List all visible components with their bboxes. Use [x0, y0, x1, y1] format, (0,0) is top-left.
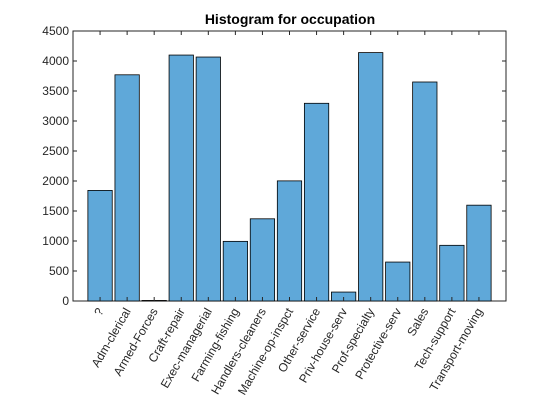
- bar-machine-op-inspct: [276, 180, 303, 302]
- bar-other-service: [303, 102, 330, 302]
- y-tick-label: 3000: [42, 114, 69, 128]
- bar-transport-moving: [466, 204, 492, 302]
- bar-adm-clerical: [114, 74, 140, 302]
- y-tick-label: 3500: [42, 84, 69, 98]
- bar-handlers-cleaners: [249, 218, 276, 302]
- y-tick-label: 4500: [42, 24, 69, 38]
- y-tick-label: 0: [62, 294, 69, 308]
- bar-exec-managerial: [195, 56, 221, 302]
- bar-unknown: [87, 190, 113, 302]
- x-tick-label: ?: [91, 305, 107, 318]
- y-tick-label: 2500: [42, 144, 69, 158]
- y-tick-label: 4000: [42, 54, 69, 68]
- y-axis-ticks: 0 500 1000 1500 2000 2500 3000 3500 4000 4500: [42, 24, 506, 308]
- bar-craft-repair: [168, 54, 194, 302]
- bar-protective-serv: [385, 261, 411, 302]
- y-tick-label: 1000: [42, 234, 69, 248]
- bar-tech-support: [439, 244, 465, 302]
- y-tick-label: 500: [49, 264, 69, 278]
- chart-title: Histogram for occupation: [205, 11, 375, 27]
- bars-group: [87, 52, 492, 302]
- bar-prof-specialty: [358, 52, 384, 302]
- bar-sales: [412, 81, 438, 302]
- y-tick-label: 2000: [42, 174, 69, 188]
- bar-farming-fishing: [222, 240, 248, 302]
- x-tick-label: Sales: [404, 306, 431, 339]
- y-tick-label: 1500: [42, 204, 69, 218]
